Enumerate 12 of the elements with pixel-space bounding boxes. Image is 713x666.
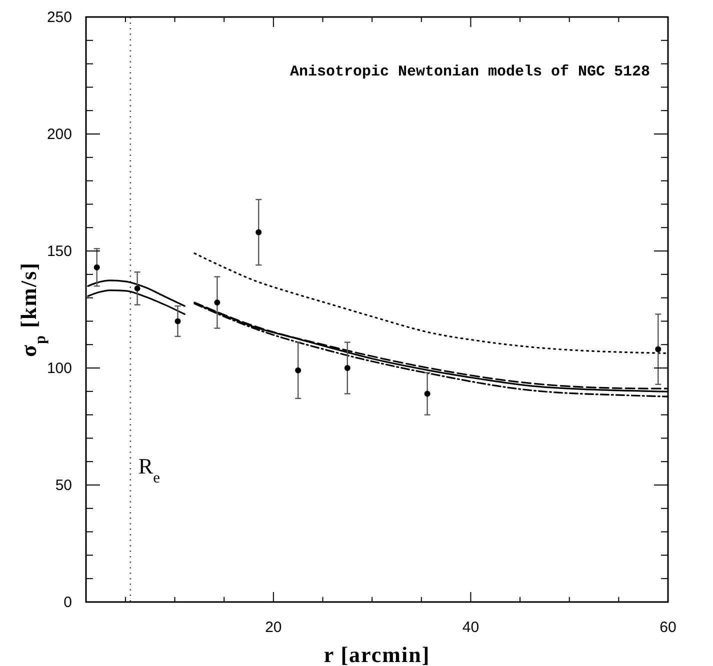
text: Anisotropic Newtonian models of NGC 5128 [290, 64, 650, 80]
x-axis-title: r [arcmin] [324, 642, 430, 666]
y-tick-label: 250 [46, 9, 72, 26]
y-tick-label: 100 [46, 360, 72, 377]
y-tick-label: 150 [46, 243, 72, 260]
ref-line-label: R$_{e}$ [138, 453, 160, 486]
y-tick-label: 200 [46, 126, 72, 143]
x-tick-label: 40 [462, 619, 480, 636]
x-tick-label: 60 [660, 619, 676, 636]
y-tick-label: 0 [64, 594, 72, 611]
y-tick-label: 50 [55, 477, 72, 494]
x-tick-label: 20 [265, 619, 282, 636]
